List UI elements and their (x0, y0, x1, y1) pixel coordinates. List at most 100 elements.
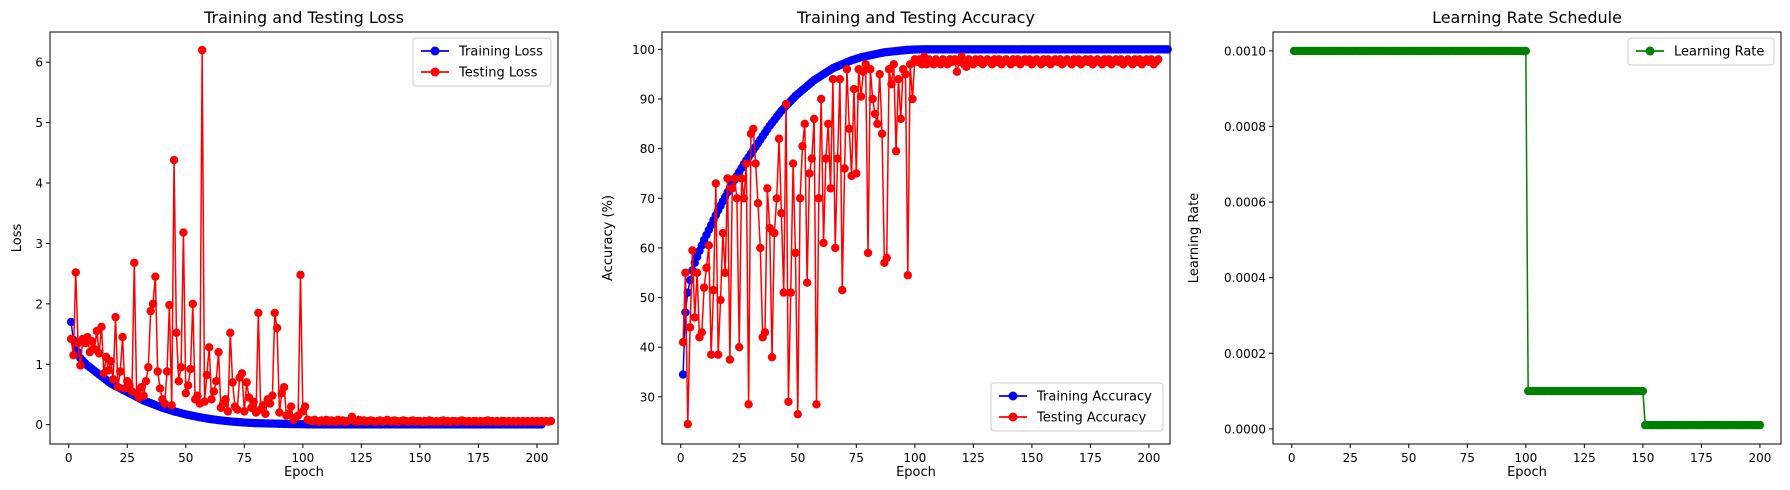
data-point-testing-accuracy (798, 141, 807, 151)
data-point-training-loss (66, 317, 76, 327)
data-point-testing-loss (118, 332, 127, 342)
learning-rate-chart-xlabel: Epoch (1507, 465, 1547, 480)
x-tick-label: 175 (1079, 451, 1102, 465)
loss-chart-ylabel: Loss (10, 224, 25, 253)
data-point-testing-accuracy (952, 67, 962, 76)
legend-marker-training-accuracy (1008, 391, 1018, 401)
y-tick-label: 4 (35, 177, 43, 191)
data-point-testing-accuracy (838, 285, 847, 295)
y-tick-label: 40 (640, 341, 655, 355)
data-point-testing-loss (130, 258, 139, 267)
data-point-testing-loss (174, 376, 183, 386)
x-tick-label: 200 (525, 451, 548, 465)
data-point-testing-loss (104, 366, 113, 375)
data-point-testing-accuracy (800, 119, 809, 129)
legend-label-training-accuracy: Training Accuracy (1036, 390, 1152, 405)
data-point-testing-loss (286, 402, 296, 411)
data-point-testing-accuracy (718, 228, 728, 238)
data-point-testing-accuracy (863, 248, 873, 258)
data-point-testing-accuracy (702, 263, 711, 272)
y-tick-label: 3 (35, 237, 43, 251)
data-point-testing-loss (265, 399, 275, 408)
loss-chart: Training and Testing Loss 0 25 50 75 100 125 1… (10, 8, 559, 480)
data-point-testing-loss (272, 323, 282, 333)
x-tick-label: 100 (291, 451, 314, 465)
data-point-testing-loss (197, 45, 207, 55)
data-point-testing-loss (186, 364, 195, 374)
data-point-testing-accuracy (713, 350, 723, 359)
accuracy-chart-marks (678, 45, 1172, 429)
data-point-testing-loss (300, 402, 310, 411)
x-tick-label: 50 (178, 451, 193, 465)
data-point-testing-loss (113, 383, 123, 392)
x-tick-label: 0 (1288, 451, 1296, 465)
x-tick-label: 150 (1631, 451, 1654, 465)
y-tick-label: 0.0008 (1224, 120, 1266, 134)
data-point-testing-accuracy (889, 60, 898, 69)
loss-chart-marks (66, 45, 556, 429)
y-tick-label: 90 (640, 93, 655, 107)
data-point-testing-accuracy (826, 184, 835, 193)
data-point-testing-accuracy (887, 79, 896, 89)
legend-box (412, 37, 552, 87)
data-point-testing-loss (146, 306, 155, 316)
learning-rate-chart-ticks: 0 25 50 75 100 125 150 175 200 0.0000 0.0002 0.0004… (1224, 44, 1771, 465)
data-point-testing-loss (153, 367, 162, 376)
learning-rate-chart-frame (1272, 31, 1782, 445)
data-point-testing-accuracy (772, 194, 781, 203)
data-point-testing-accuracy (828, 74, 838, 84)
data-point-testing-accuracy (744, 400, 753, 409)
x-tick-label: 0 (65, 451, 73, 465)
data-point-testing-accuracy (1154, 55, 1163, 64)
data-point-testing-accuracy (753, 199, 763, 208)
data-point-testing-loss (261, 409, 270, 418)
data-point-testing-accuracy (901, 69, 910, 79)
y-tick-label: 70 (640, 192, 655, 206)
data-point-testing-accuracy (814, 194, 824, 203)
data-point-testing-loss (97, 322, 106, 331)
data-point-learning-rate (1521, 46, 1531, 56)
x-tick-label: 50 (790, 451, 805, 465)
data-point-testing-accuracy (840, 164, 849, 173)
data-point-testing-loss (141, 376, 151, 386)
loss-chart-legend: Training Loss Testing Loss (412, 37, 552, 87)
data-point-testing-accuracy (835, 74, 845, 84)
x-tick-label: 125 (962, 451, 985, 465)
legend-box (990, 382, 1164, 432)
accuracy-chart-ticks: 0 25 50 75 100 125 150 175 200 30 40 50 60 70 80 90 100 (632, 43, 1160, 465)
data-point-training-accuracy (1163, 45, 1172, 54)
data-point-testing-loss (176, 363, 186, 372)
data-point-testing-loss (109, 375, 118, 384)
data-point-testing-loss (202, 370, 212, 380)
data-point-testing-accuracy (877, 129, 887, 138)
x-tick-label: 150 (408, 451, 431, 465)
x-tick-label: 125 (1573, 451, 1596, 465)
legend-label-learning-rate: Learning Rate (1674, 45, 1764, 60)
x-tick-label: 100 (903, 451, 926, 465)
data-point-testing-accuracy (866, 65, 875, 74)
y-tick-label: 2 (35, 297, 43, 311)
loss-chart-xlabel: Epoch (284, 465, 324, 480)
data-point-testing-accuracy (779, 288, 788, 297)
data-point-testing-accuracy (728, 184, 737, 193)
data-point-testing-accuracy (777, 208, 786, 218)
data-point-testing-accuracy (786, 288, 795, 297)
data-point-testing-accuracy (688, 246, 697, 255)
data-point-testing-accuracy (735, 343, 744, 352)
data-point-testing-accuracy (770, 228, 779, 238)
data-point-testing-accuracy (903, 271, 913, 280)
data-point-testing-loss (212, 376, 221, 386)
data-point-testing-accuracy (723, 174, 732, 183)
data-point-testing-accuracy (697, 328, 706, 337)
data-point-testing-loss (228, 378, 237, 387)
data-point-testing-accuracy (802, 278, 812, 287)
data-point-testing-accuracy (875, 69, 884, 79)
x-tick-label: 75 (237, 451, 252, 465)
data-point-testing-accuracy (683, 419, 692, 429)
loss-chart-ticks: 0 25 50 75 100 125 150 175 200 0 1 2 3 4 5 6 (35, 56, 548, 465)
legend-label-testing-loss: Testing Loss (458, 66, 538, 81)
data-point-testing-loss (144, 363, 153, 372)
data-point-testing-accuracy (873, 119, 882, 129)
data-point-testing-accuracy (805, 169, 814, 178)
